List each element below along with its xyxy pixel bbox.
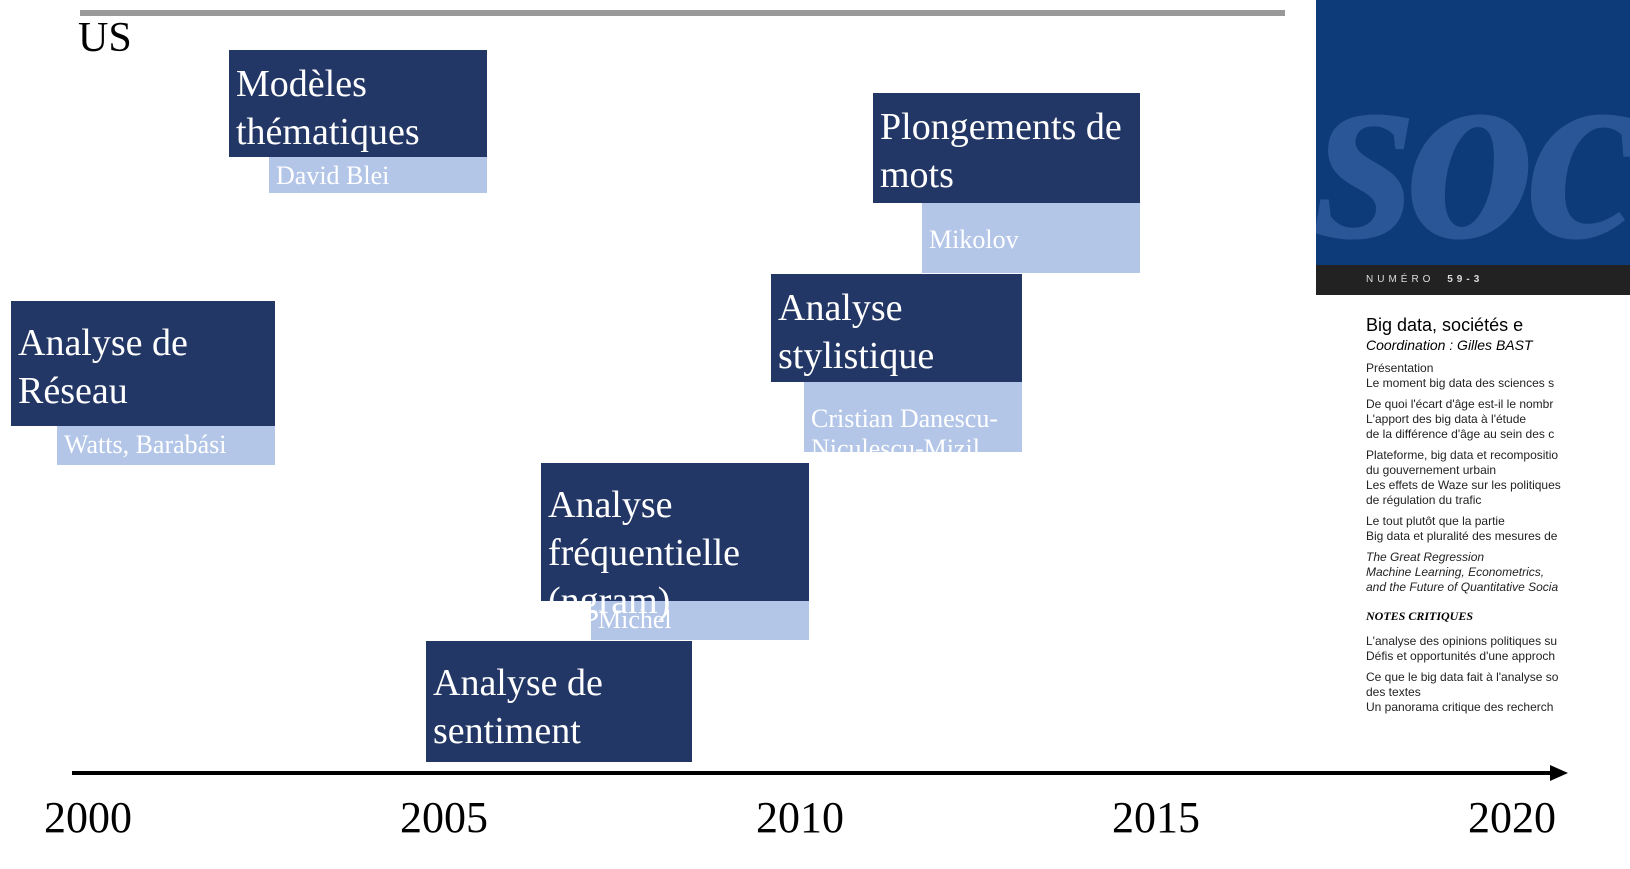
year-label: 2015 — [1112, 793, 1200, 842]
axis-arrowhead — [1550, 765, 1568, 781]
top-rule — [80, 10, 1285, 16]
topic-box: Analyse fréquentielle (ngram) — [541, 463, 809, 622]
year-label: 2000 — [44, 793, 132, 842]
entry-line: du gouvernement urbain — [1366, 463, 1497, 477]
entry-line: The Great Regression — [1366, 550, 1485, 564]
region-label: US — [78, 15, 132, 61]
topic-box: Analyse stylistique — [771, 274, 1022, 382]
cover-coordination: Coordination : Gilles BAST — [1366, 337, 1533, 353]
entry-line: L'analyse des opinions politiques su — [1366, 634, 1558, 648]
topic-box: Analyse de sentiment — [426, 641, 692, 762]
entry-line: Machine Learning, Econometrics, — [1366, 565, 1545, 579]
year-label: 2005 — [400, 793, 488, 842]
section-title: NOTES CRITIQUES — [1366, 609, 1474, 623]
entry-line: Un panorama critique des recherch — [1366, 700, 1554, 714]
entry-line: L'apport des big data à l'étude — [1366, 412, 1527, 426]
year-label: 2010 — [756, 793, 844, 842]
topic-box: Modèles thématiques — [229, 50, 487, 157]
contents-list: Présentation Le moment big data des scien… — [1366, 361, 1630, 595]
topic-box: Analyse de Réseau — [11, 301, 275, 426]
entry-line: and the Future of Quantitative Socia — [1366, 580, 1559, 594]
contents-entry: Ce que le big data fait à l'analyse so de… — [1366, 670, 1630, 715]
issue-label: NUMÉRO — [1366, 274, 1435, 285]
contents-entry: Plateforme, big data et recompositio du g… — [1366, 448, 1630, 508]
entry-line: Présentation — [1366, 361, 1434, 375]
entry-line: Les effets de Waze sur les politiques — [1366, 478, 1561, 492]
journal-cover: soc NUMÉRO 59-3 Big data, sociétés e Coo… — [1316, 0, 1630, 869]
cover-banner: soc — [1316, 0, 1630, 265]
author-box: Michel — [591, 601, 809, 640]
cover-issue-bar: NUMÉRO 59-3 — [1316, 265, 1630, 295]
author-box: Cristian Danescu-Niculescu-Mizil — [804, 382, 1022, 463]
contents-entry: The Great Regression Machine Learning, Ec… — [1366, 550, 1630, 595]
contents-list: L'analyse des opinions politiques su Défi… — [1366, 634, 1630, 715]
author-box: David Blei — [269, 157, 487, 193]
entry-line: Le moment big data des sciences s — [1366, 376, 1555, 390]
entry-line: Ce que le big data fait à l'analyse so — [1366, 670, 1559, 684]
author-box: Watts, Barabási — [57, 426, 275, 465]
entry-line: Le tout plutôt que la partie — [1366, 514, 1505, 528]
topic-box: Plongements de mots — [873, 93, 1140, 203]
entry-line: De quoi l'écart d'âge est-il le nombr — [1366, 397, 1554, 411]
cover-title: Big data, sociétés e — [1366, 315, 1524, 335]
entry-line: Défis et opportunités d'une approch — [1366, 649, 1556, 663]
contents-entry: De quoi l'écart d'âge est-il le nombr L'a… — [1366, 397, 1630, 442]
entry-line: Big data et pluralité des mesures de — [1366, 529, 1558, 543]
entry-line: de la différence d'âge au sein des c — [1366, 427, 1555, 441]
contents-entry: Le tout plutôt que la partie Big data et … — [1366, 514, 1630, 544]
cover-logo: soc — [1316, 6, 1630, 265]
contents-entry: L'analyse des opinions politiques su Défi… — [1366, 634, 1630, 664]
contents-entry: Présentation Le moment big data des scien… — [1366, 361, 1630, 391]
entry-line: de régulation du trafic — [1366, 493, 1482, 507]
year-label: 2020 — [1468, 793, 1556, 842]
entry-line: Plateforme, big data et recompositio — [1366, 448, 1559, 462]
entry-line: des textes — [1366, 685, 1421, 699]
cover-contents: Big data, sociétés e Coordination : Gill… — [1366, 314, 1630, 721]
issue-number: 59-3 — [1447, 274, 1484, 285]
timeline-axis — [72, 771, 1557, 775]
author-box: Mikolov — [922, 203, 1140, 273]
